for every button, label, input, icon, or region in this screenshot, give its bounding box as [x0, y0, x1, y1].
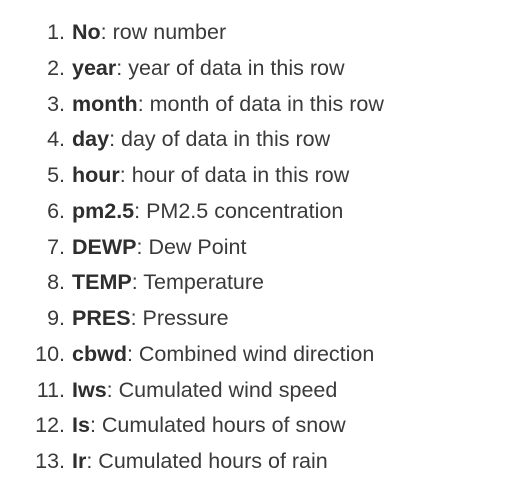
item-term: No [72, 20, 101, 44]
item-number: 8. [47, 270, 65, 295]
item-term: Ir [72, 449, 87, 473]
item-number: 7. [47, 234, 65, 259]
item-entry: TEMP: Temperature [72, 265, 264, 301]
item-description: : Pressure [130, 306, 229, 330]
item-entry: cbwd: Combined wind direction [72, 337, 374, 373]
item-number: 5. [47, 163, 65, 187]
item-entry: day: day of data in this row [72, 122, 330, 158]
list-item: 5. hour: hour of data in this row [0, 158, 509, 194]
item-entry: Iws: Cumulated wind speed [72, 373, 337, 409]
list-item: 8. TEMP: Temperature [0, 265, 509, 301]
item-number: 4. [47, 127, 65, 152]
item-entry: No: row number [72, 15, 226, 51]
item-description: : Temperature [131, 270, 264, 295]
item-number: 10. [35, 341, 65, 366]
item-number: 6. [47, 198, 65, 223]
item-description: : year of data in this row [116, 55, 345, 80]
item-description: : row number [100, 20, 227, 44]
item-term: TEMP [72, 270, 132, 295]
item-entry: PRES: Pressure [72, 301, 229, 337]
item-term: Iws [72, 377, 107, 402]
item-term: pm2.5 [72, 198, 135, 223]
item-description: : Cumulated hours of rain [86, 449, 328, 473]
list-item: 3. month: month of data in this row [0, 87, 509, 123]
item-description: : PM2.5 concentration [134, 198, 344, 223]
list-item: 13. Ir: Cumulated hours of rain [0, 444, 509, 480]
item-description: : Combined wind direction [126, 341, 375, 366]
item-term: day [72, 127, 110, 152]
item-number: 13. [35, 449, 65, 473]
item-number: 9. [47, 306, 65, 330]
item-term: hour [72, 163, 120, 187]
item-description: : month of data in this row [137, 91, 384, 116]
item-number: 2. [47, 55, 65, 80]
list-item: 11. Iws: Cumulated wind speed [0, 373, 509, 409]
item-term: year [72, 55, 117, 80]
list-item: 7. DEWP: Dew Point [0, 230, 509, 266]
list-item: 12. Is: Cumulated hours of snow [0, 408, 509, 444]
item-term: DEWP [72, 234, 137, 259]
item-description: : Cumulated wind speed [106, 377, 338, 402]
item-number: 3. [47, 91, 65, 116]
list-item: 4. day: day of data in this row [0, 122, 509, 158]
item-description: : hour of data in this row [119, 163, 350, 187]
item-term: PRES [72, 306, 131, 330]
list-item: 1. No: row number [0, 15, 509, 51]
item-term: month [72, 91, 138, 116]
item-entry: Ir: Cumulated hours of rain [72, 444, 328, 480]
item-entry: pm2.5: PM2.5 concentration [72, 194, 343, 230]
item-description: : day of data in this row [109, 127, 331, 152]
item-number: 11. [36, 377, 65, 402]
list-item: 9. PRES: Pressure [0, 301, 509, 337]
item-entry: hour: hour of data in this row [72, 158, 349, 194]
item-entry: month: month of data in this row [72, 87, 384, 123]
item-term: cbwd [72, 341, 127, 366]
list-item: 10. cbwd: Combined wind direction [0, 337, 509, 373]
item-entry: year: year of data in this row [72, 51, 345, 87]
item-entry: DEWP: Dew Point [72, 230, 246, 266]
item-description: : Cumulated hours of snow [89, 413, 346, 438]
list-item: 6. pm2.5: PM2.5 concentration [0, 194, 509, 230]
item-number: 12. [35, 413, 65, 438]
item-description: : Dew Point [136, 234, 247, 259]
field-list: 1. No: row number 2. year: year of data … [0, 15, 509, 480]
item-number: 1. [47, 20, 65, 44]
item-term: Is [72, 413, 90, 438]
item-entry: Is: Cumulated hours of snow [72, 408, 346, 444]
list-item: 2. year: year of data in this row [0, 51, 509, 87]
